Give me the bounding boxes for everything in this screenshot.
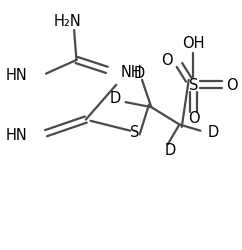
Text: D: D (110, 90, 121, 105)
Text: HN: HN (6, 128, 27, 142)
Text: S: S (130, 125, 140, 140)
Text: O: O (226, 78, 238, 93)
Text: S: S (189, 78, 198, 93)
Text: O: O (161, 53, 172, 68)
Text: NH: NH (121, 64, 143, 79)
Text: OH: OH (182, 36, 205, 51)
Text: D: D (164, 142, 176, 157)
Text: D: D (134, 66, 145, 80)
Text: O: O (188, 110, 199, 125)
Text: D: D (207, 125, 219, 140)
Text: HN: HN (6, 68, 27, 83)
Text: H₂N: H₂N (53, 14, 81, 29)
